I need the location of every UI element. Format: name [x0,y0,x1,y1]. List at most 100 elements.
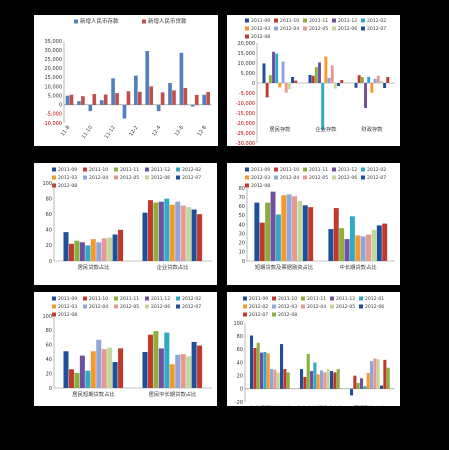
legend-entry-8: 2012-06 [332,26,357,32]
bar-series-11-cat-2 [386,367,390,389]
y-tick-label: -5,000 [46,112,62,118]
legend-swatch [332,175,336,180]
legend-swatch [176,296,180,301]
bar-series-6-cat-0 [96,339,102,388]
legend-swatch [145,167,149,172]
legend-label: 2011-10 [280,18,299,24]
y-tick-label: 20,000 [238,41,256,47]
legend-label: 2012-08 [278,312,297,318]
bar-series-4-cat-1 [164,332,170,388]
y-tick-label: 60 [46,343,52,349]
legend-swatch [274,167,278,172]
bar-series-1-cat-6 [138,91,142,105]
bar-series-8-cat-1 [186,356,192,388]
legend-swatch [74,19,78,24]
bar-series-6-cat-0 [281,61,285,83]
bar-series-4-cat-1 [313,362,317,389]
bar-series-4-cat-1 [349,216,355,261]
legend-swatch [359,296,363,301]
legend-entry-2: 2011-11 [303,18,328,24]
legend-label: 2012-02 [249,304,268,310]
short-long-term-share-bar-chart: 2011-09 2011-10 2011-11 2011-12 2012-02 2012-… [239,167,395,271]
bar-series-7-cat-0 [273,369,277,389]
bar-series-1-cat-3 [103,94,108,105]
bar-series-5-cat-1 [169,204,175,261]
bar-series-0-cat-0 [63,351,69,388]
legend-entry-4: 2012-01 [359,296,384,302]
deposit-breakdown-bar-chart: 2011-09 2011-10 2011-11 2011-12 2012-02 2012-… [236,18,395,146]
bar-series-1-cat-1 [81,96,85,105]
legend-swatch [114,167,118,172]
bar-series-0-cat-3 [99,100,104,105]
bar-series-1-cat-0 [253,348,257,389]
legend-swatch [245,167,249,172]
legend-swatch [52,167,56,172]
bar-series-0-cat-2 [88,104,93,112]
bar-series-9-cat-0 [112,362,118,388]
y-tick-label: 30,000 [45,48,63,54]
bar-series-6-cat-1 [175,354,181,388]
bar-series-4-cat-0 [85,245,91,261]
bar-series-1-cat-2 [357,75,361,83]
legend-label: 2012-01 [365,296,384,302]
bar-series-6-cat-2 [373,78,377,83]
bar-series-1-cat-1 [311,75,315,83]
legend-swatch [303,175,307,180]
legend-label: 2011-12 [336,296,355,302]
y-tick-label: 100 [42,181,52,187]
bar-series-5-cat-0 [90,239,96,261]
y-tick-label: -20 [235,400,243,406]
y-tick-label: 0 [242,259,245,265]
bar-series-0-cat-1 [77,101,81,105]
y-tick-label: 5,000 [241,71,255,77]
bar-series-1-cat-0 [69,94,74,105]
legend-entry-10: 2012-08 [245,183,270,189]
bar-series-6-cat-2 [370,361,374,389]
legend-entry-2: 2011-11 [114,296,139,302]
legend-entry-5: 2012-03 [52,304,77,310]
bar-series-6-cat-0 [270,369,274,389]
legend-label: 2011-10 [89,167,108,173]
y-tick-label: 5,000 [48,93,62,99]
legend-entry-3: 2011-12 [145,296,170,302]
bar-series-6-cat-1 [175,201,181,261]
legend-entry-6: 2012-04 [274,175,299,181]
legend-label: 2012-06 [151,175,170,181]
legend-entry-4: 2012-02 [176,167,201,173]
legend-swatch [243,296,247,301]
bar-series-5-cat-2 [366,373,370,389]
legend-entry-7: 2012-05 [303,26,328,32]
bar-series-0-cat-12 [202,94,206,105]
legend-entry-8: 2012-05 [330,304,355,310]
legend-label: 2012-04 [89,175,108,181]
bar-series-7-cat-0 [101,238,107,261]
bar-series-0-cat-0 [254,202,260,261]
y-tick-label: -5,000 [239,91,255,97]
bar-series-1-cat-1 [147,334,153,388]
bar-series-8-cat-1 [326,369,330,389]
legend-label: 2012-02 [182,296,201,302]
bar-series-4-cat-0 [263,351,267,389]
legend-entry-3: 2011-12 [330,296,355,302]
legend-swatch [274,18,278,23]
household-loan-term-share-bar-chart: 2011-09 2011-10 2011-11 2011-12 2012-02 2012-… [42,296,212,398]
legend-swatch [301,296,305,301]
legend-label: 2011-12 [338,167,357,173]
y-tick-label: 40 [46,357,52,363]
bar-series-0-cat-0 [63,232,69,261]
bar-series-0-cat-7 [145,51,150,105]
legend-label: 2012-05 [309,175,328,181]
chart-panel-deposit-breakdown: 2011-09 2011-10 2011-11 2011-12 2012-02 2012-… [227,15,400,146]
y-tick-label: 60 [46,212,52,218]
legend-swatch [52,312,56,317]
bar-series-7-cat-1 [180,205,186,261]
bar-series-9-cat-1 [191,209,197,261]
bar-series-1-cat-1 [303,376,307,389]
bar-series-3-cat-0 [79,355,85,388]
bar-series-1-cat-7 [149,86,154,105]
legend-swatch [245,26,249,31]
legend-entry-6: 2012-04 [83,304,108,310]
bar-series-9-cat-0 [302,205,308,261]
bar-series-10-cat-0 [294,80,298,83]
legend-entry-7: 2012-05 [303,175,328,181]
